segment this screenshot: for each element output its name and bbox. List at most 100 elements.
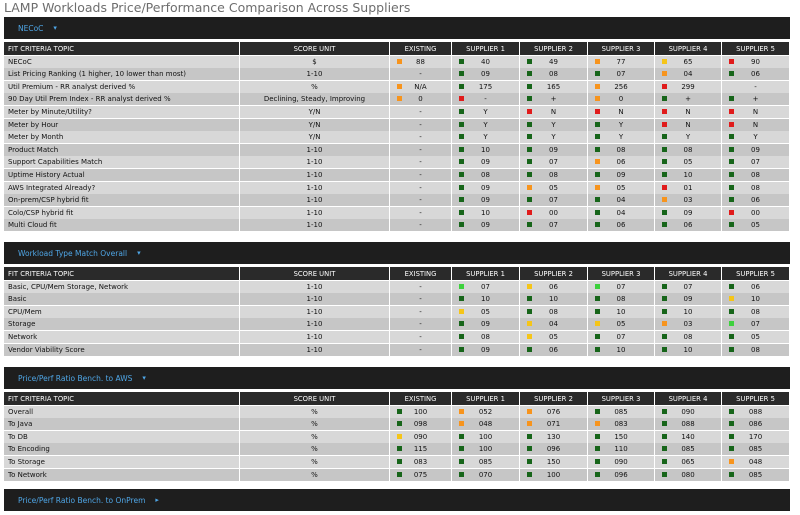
cell: 1-10 — [240, 330, 390, 343]
cell-value: N — [752, 107, 759, 116]
cell: 1-10 — [240, 343, 390, 356]
column-header: EXISTING — [390, 42, 452, 55]
cell: N — [655, 118, 722, 131]
cell: Y/N — [240, 131, 390, 144]
status-indicator — [595, 171, 600, 177]
cell: 096 — [520, 443, 588, 456]
status-indicator — [527, 296, 532, 302]
section-header[interactable]: Price/Perf Ratio Bench. to OnPrem ▸ — [4, 489, 790, 511]
cell: % — [240, 405, 390, 418]
status-indicator — [397, 83, 402, 89]
status-indicator — [729, 121, 734, 127]
cell: 090 — [655, 405, 722, 418]
cell-value: 07 — [683, 282, 693, 291]
cell: 09 — [655, 293, 722, 306]
cell-value: 10 — [683, 345, 693, 354]
column-header: SUPPLIER 5 — [722, 267, 790, 280]
cell-value: 09 — [616, 170, 626, 179]
cell: 096 — [588, 468, 655, 481]
cell-value: + — [685, 95, 691, 104]
cell: Support Capabilities Match — [4, 156, 240, 169]
cell-value: 00 — [549, 208, 558, 217]
cell: 08 — [520, 305, 588, 318]
cell: 1-10 — [240, 280, 390, 293]
cell-value: 09 — [683, 295, 693, 304]
cell: Basic, CPU/Mem Storage, Network — [4, 280, 240, 293]
cell: 1-10 — [240, 156, 390, 169]
cell-value: 09 — [683, 208, 693, 217]
status-indicator — [729, 108, 734, 114]
status-indicator — [662, 346, 667, 352]
cell: 08 — [588, 143, 655, 156]
cell-value: 08 — [481, 170, 490, 179]
cell-value: 08 — [616, 145, 626, 154]
status-indicator — [527, 134, 532, 140]
status-indicator — [595, 222, 600, 228]
cell-value: 08 — [683, 332, 693, 341]
cell-value: 150 — [546, 457, 561, 466]
status-indicator — [527, 96, 532, 102]
cell: - — [390, 343, 452, 356]
section-header[interactable]: Price/Perf Ratio Bench. to AWS ▾ — [4, 367, 790, 389]
cell-value: 10 — [616, 307, 626, 316]
cell: List Pricing Ranking (1 higher, 10 lower… — [4, 68, 240, 81]
cell: 08 — [588, 293, 655, 306]
status-indicator — [729, 134, 734, 140]
column-header: EXISTING — [390, 392, 452, 405]
status-indicator — [527, 121, 532, 127]
cell: 08 — [655, 143, 722, 156]
chevron-icon: ▾ — [137, 249, 141, 257]
cell-value: 085 — [614, 407, 628, 416]
cell-value: 052 — [478, 407, 493, 416]
cell: - — [390, 305, 452, 318]
cell: 10 — [655, 168, 722, 181]
cell: 256 — [588, 80, 655, 93]
cell-value: 07 — [549, 196, 558, 205]
status-indicator — [595, 146, 600, 152]
status-indicator — [527, 58, 532, 64]
cell-value: 09 — [751, 145, 760, 154]
section: Workload Type Match Overall ▾ FIT CRITERIA… — [4, 242, 790, 356]
cell: NECoC — [4, 55, 240, 68]
cell: - — [390, 194, 452, 207]
status-indicator — [662, 159, 667, 165]
cell-value: 088 — [681, 420, 695, 429]
section-header[interactable]: NECoC ▾ — [4, 17, 790, 39]
status-indicator — [595, 209, 600, 215]
cell: 052 — [452, 405, 520, 418]
cell: Vendor Viability Score — [4, 343, 240, 356]
column-header: SCORE UNIT — [240, 42, 390, 55]
cell: AWS Integrated Already? — [4, 181, 240, 194]
cell-value: 08 — [549, 70, 558, 79]
cell: 100 — [390, 405, 452, 418]
cell: 05 — [655, 156, 722, 169]
cell-value: 06 — [751, 282, 760, 291]
status-indicator — [729, 197, 734, 203]
cell: $ — [240, 55, 390, 68]
status-indicator — [662, 333, 667, 339]
section-header[interactable]: Workload Type Match Overall ▾ — [4, 242, 790, 264]
column-header: SUPPLIER 3 — [588, 267, 655, 280]
status-indicator — [527, 408, 532, 414]
section: Price/Perf Ratio Bench. to OnPrem ▸ — [4, 489, 790, 511]
column-header: SUPPLIER 1 — [452, 42, 520, 55]
status-indicator — [459, 121, 464, 127]
section-name: Workload Type Match Overall — [18, 248, 128, 258]
cell-value: 04 — [549, 320, 558, 329]
cell: 04 — [588, 194, 655, 207]
cell-value: 08 — [481, 332, 490, 341]
cell: 06 — [722, 194, 790, 207]
chevron-icon: ▾ — [142, 374, 146, 382]
cell: N — [520, 105, 588, 118]
cell-value: 10 — [683, 170, 693, 179]
cell-value: 170 — [748, 432, 763, 441]
cell-value: 07 — [616, 332, 626, 341]
cell: 77 — [588, 55, 655, 68]
cell: 076 — [520, 405, 588, 418]
status-indicator — [729, 159, 734, 165]
status-indicator — [662, 184, 667, 190]
cell: 075 — [390, 468, 452, 481]
cell-value: N — [618, 107, 624, 116]
status-indicator — [662, 96, 667, 102]
cell-value: N — [685, 120, 691, 129]
